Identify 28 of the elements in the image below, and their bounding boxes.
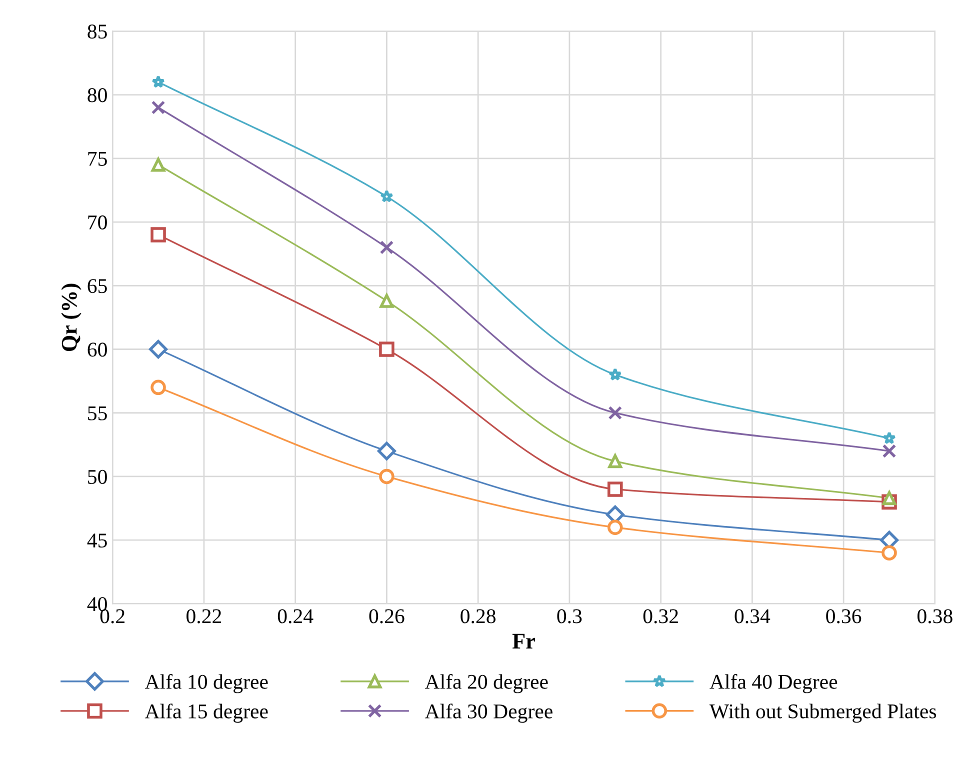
y-tick-label: 45 bbox=[87, 534, 107, 548]
x-tick-label: 0.22 bbox=[186, 609, 222, 624]
y-tick-label: 40 bbox=[87, 597, 107, 612]
legend-label: With out Submerged Plates bbox=[709, 704, 936, 723]
y-tick-label: 65 bbox=[88, 279, 107, 294]
x-tick-label: 0.24 bbox=[278, 609, 314, 624]
legend-label: Alfa 20 degree bbox=[424, 674, 548, 694]
y-tick-label: 60 bbox=[88, 342, 107, 357]
y-tick-label: 70 bbox=[88, 215, 107, 230]
x-tick-label: 0.2 bbox=[100, 609, 124, 624]
legend-label: Alfa 40 Degree bbox=[710, 674, 838, 694]
x-tick-label: 0.28 bbox=[460, 609, 496, 624]
x-tick-label: 0.38 bbox=[918, 609, 952, 624]
legend-label: Alfa 15 degree bbox=[144, 704, 268, 723]
x-tick-label: 0.3 bbox=[557, 609, 582, 624]
y-tick-label: 85 bbox=[88, 24, 107, 39]
y-tick-label: 50 bbox=[88, 470, 107, 484]
x-tick-label: 0.36 bbox=[826, 609, 862, 624]
y-tick-label: 55 bbox=[88, 406, 107, 420]
x-axis-title: Fr bbox=[512, 634, 536, 648]
x-tick-label: 0.34 bbox=[734, 609, 770, 624]
y-tick-label: 80 bbox=[88, 88, 107, 102]
legend-label: Alfa 10 degree bbox=[144, 674, 268, 694]
x-tick-label: 0.26 bbox=[369, 609, 404, 624]
y-tick-label: 75 bbox=[88, 152, 107, 166]
y-axis-title: Qr (%) bbox=[61, 284, 82, 352]
legend-label: Alfa 30 Degree bbox=[424, 704, 552, 723]
x-tick-label: 0.32 bbox=[643, 609, 678, 624]
